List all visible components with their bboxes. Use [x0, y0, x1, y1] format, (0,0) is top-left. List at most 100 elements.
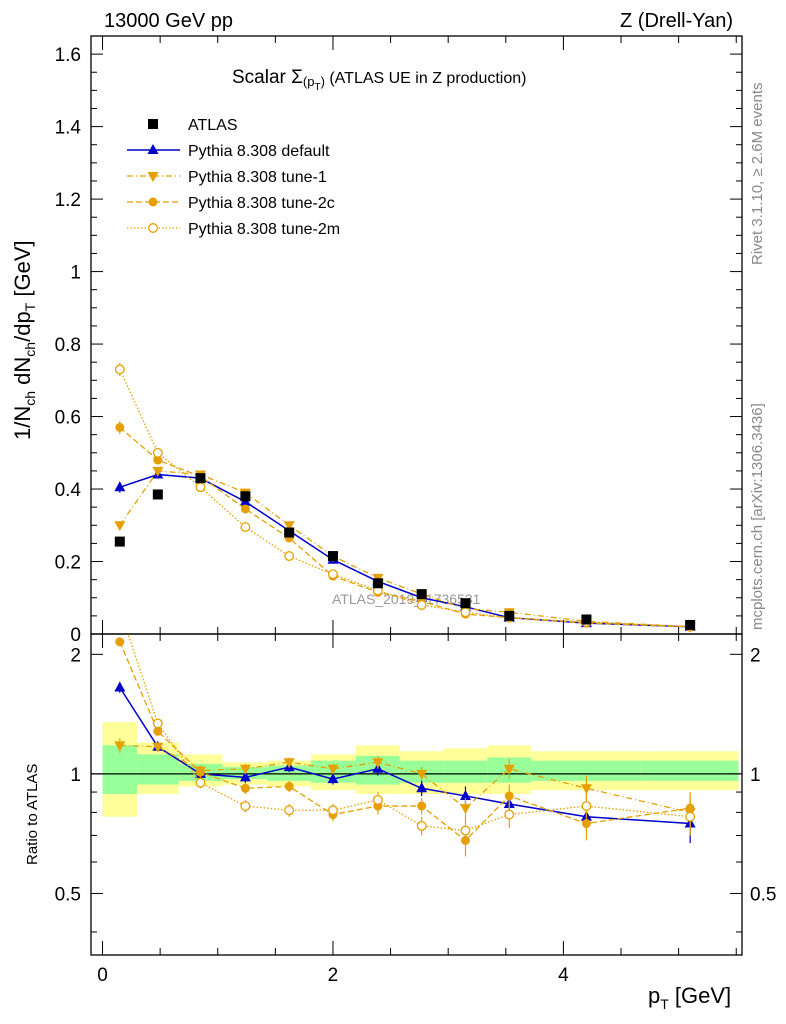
header-left: 13000 GeV pp [104, 10, 233, 32]
legend-entry: Pythia 8.308 default [127, 143, 330, 160]
ratio-point [239, 764, 251, 775]
ratio-point [114, 741, 126, 752]
plot-title-sub-close: ) [321, 74, 325, 89]
main-y-axis-label: 1/Nch dNch/dpT [GeV] [10, 240, 38, 440]
legend-marker [147, 172, 159, 182]
main-point [284, 527, 295, 538]
ratio-band-inner [137, 754, 179, 785]
ratio-y-tick-label: 2 [70, 645, 81, 666]
ratio-y-tick-label: 0.5 [55, 884, 81, 905]
ratio-point [580, 784, 592, 795]
legend-entry: Pythia 8.308 tune-2m [127, 221, 340, 238]
main-point [240, 522, 251, 533]
plot-title-sub-sub: T [314, 82, 320, 93]
legend-marker [148, 223, 158, 233]
main-point [685, 619, 696, 630]
legend-label: Pythia 8.308 default [188, 143, 330, 160]
main-point [581, 614, 592, 625]
legend-label: Pythia 8.308 tune-1 [188, 169, 327, 186]
plot-title-prefix: Scalar [232, 67, 291, 88]
main-point [284, 551, 295, 562]
ratio-series-pythia-8-308-tune-2m [116, 605, 696, 846]
ratio-point [416, 782, 428, 793]
main-point [114, 521, 126, 532]
main-point [114, 364, 125, 375]
mcplots-label: mcplots.cern.ch [arXiv:1306.3436] [749, 403, 766, 630]
main-series-line [119, 369, 691, 628]
ratio-y-axis-label: Ratio to ATLAS [24, 764, 41, 865]
main-point [327, 551, 338, 562]
header-right: Z (Drell-Yan) [620, 10, 733, 32]
ratio-series-line [119, 687, 691, 825]
plot-title: Scalar Σ(pT) (ATLAS UE in Z production) [232, 67, 526, 93]
main-point [114, 536, 125, 547]
ratio-point [114, 681, 126, 692]
plot-title-sub-open: (p [303, 74, 315, 89]
ratio-point [581, 819, 591, 829]
main-point [283, 521, 295, 532]
ratio-point [152, 742, 164, 753]
ratio-band-inner [102, 745, 138, 794]
main-y-tick-label: 0 [70, 625, 81, 646]
main-point [115, 422, 125, 432]
ratio-band-inner [443, 760, 488, 783]
ratio-point [460, 825, 471, 836]
ratio-band-inner [531, 760, 642, 781]
ratio-y-tick-label-right: 2 [750, 645, 761, 666]
ratio-point [195, 777, 206, 788]
ratio-point [153, 726, 163, 736]
main-point [328, 569, 338, 580]
main-y-tick-label: 0.8 [55, 335, 81, 356]
ratio-point [416, 769, 428, 780]
x-axis-label: pT [GeV] [648, 983, 731, 1012]
ratio-point [372, 794, 383, 805]
main-point [195, 482, 206, 493]
rivet-label: Rivet 3.1.10, ≥ 2.6M events [749, 83, 766, 266]
x-tick-label: 2 [328, 965, 339, 986]
ratio-point [115, 637, 125, 647]
main-y-tick-label: 0.6 [55, 408, 81, 429]
main-y-tick-label: 1 [70, 263, 81, 284]
ratio-point [284, 805, 295, 816]
main-series-group [114, 362, 696, 633]
legend-entry: Pythia 8.308 tune-2c [127, 195, 335, 212]
ratio-y-tick-label-right: 0.5 [750, 884, 776, 905]
ratio-point [283, 758, 295, 769]
main-point [372, 578, 383, 589]
ratio-point [152, 718, 163, 729]
ratio-point [685, 811, 696, 822]
main-y-tick-label: 0.2 [55, 553, 81, 574]
legend-marker [147, 144, 159, 154]
main-point [416, 589, 427, 600]
main-y-tick-label: 1.4 [55, 118, 82, 139]
main-point [114, 481, 126, 492]
ratio-point [503, 764, 515, 775]
legend-label: Pythia 8.308 tune-2m [188, 221, 340, 238]
plot-title-sigma: Σ [291, 67, 303, 88]
ratio-point [284, 781, 294, 791]
legend-entry: Pythia 8.308 tune-1 [127, 169, 327, 186]
main-series-line [119, 470, 691, 628]
legend: ATLAS Pythia 8.308 default Pythia 8.308 tu… [127, 117, 340, 238]
main-point [195, 473, 206, 484]
main-point [152, 489, 163, 500]
ratio-point [327, 773, 339, 784]
ratio-point [504, 809, 515, 820]
legend-marker [148, 119, 158, 129]
ratio-point [459, 789, 471, 800]
x-tick-label: 4 [558, 965, 569, 986]
ratio-y-tick-label-right: 1 [750, 765, 761, 786]
ratio-point [372, 758, 384, 769]
main-point [240, 504, 250, 514]
main-point [152, 466, 164, 477]
ratio-point [240, 801, 251, 811]
ratio-series-group [91, 605, 742, 857]
ratio-series-line [119, 641, 691, 842]
ratio-point [459, 804, 471, 815]
legend-label: ATLAS [188, 117, 238, 134]
main-series-atlas [114, 473, 696, 630]
main-point [240, 491, 251, 502]
ratio-point [116, 605, 125, 614]
ratio-panel: 0.5 0.51 12 20 2 4 [55, 605, 776, 986]
